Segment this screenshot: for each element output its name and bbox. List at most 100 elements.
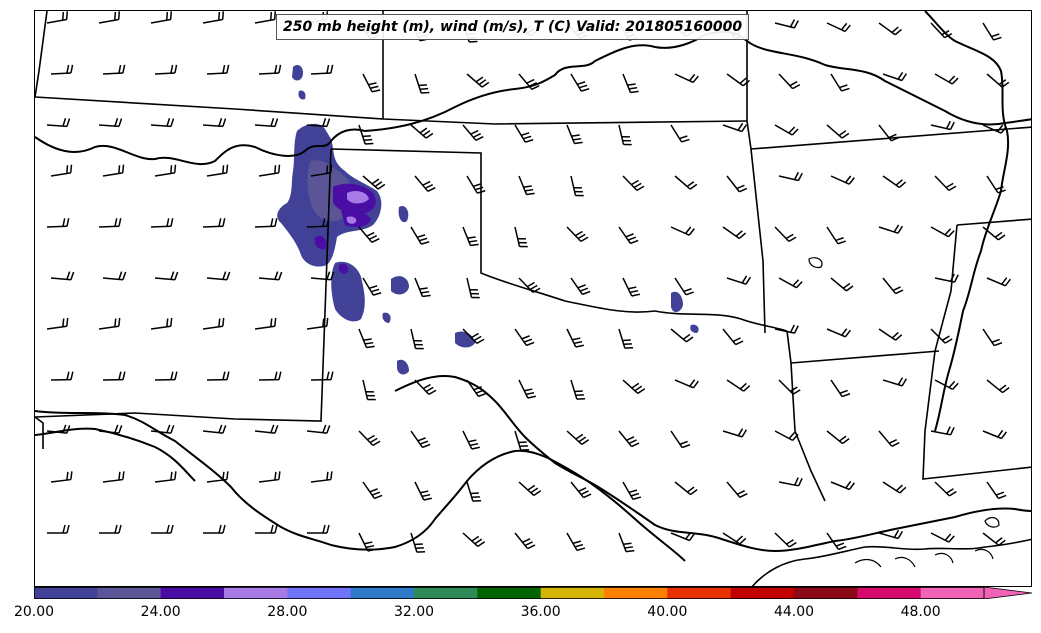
wind-barb [202, 11, 225, 24]
wind-barb [722, 226, 747, 240]
wind-barb [46, 218, 70, 228]
wind-barb [722, 328, 744, 346]
wind-barb [570, 379, 586, 400]
wind-barb [722, 122, 748, 133]
wind-barb [50, 64, 74, 75]
wind-barb [206, 64, 230, 75]
wind-barb [150, 317, 173, 330]
wind-barb [414, 379, 437, 396]
wind-barb [726, 379, 751, 392]
wind-barb [878, 430, 900, 447]
wind-barb [410, 328, 424, 350]
wind-barb [254, 11, 277, 24]
river-line [35, 410, 686, 562]
wind-barb [98, 118, 123, 128]
geography-lines [35, 11, 1031, 586]
wind-barb [934, 73, 959, 85]
wind-barb [466, 73, 490, 88]
wind-barb [203, 524, 226, 534]
state-border-line [330, 148, 788, 332]
wind-barb [46, 118, 71, 128]
wind-barb [934, 481, 957, 497]
wind-barb [566, 328, 584, 348]
wind-barb [878, 224, 904, 234]
wind-barb [258, 471, 281, 483]
wind-barb [878, 124, 900, 142]
wind-barb [466, 175, 486, 194]
shade-region-blob6 [382, 312, 391, 323]
wind-barb [98, 11, 121, 24]
wind-barb [154, 164, 177, 177]
wind-barb [50, 164, 73, 177]
wind-barb [414, 175, 436, 192]
temperature-shading [277, 65, 699, 375]
wind-barb [98, 218, 122, 228]
wind-barb [310, 371, 334, 381]
wind-barb [774, 532, 797, 548]
river-line [35, 427, 196, 482]
shade-region-blob4 [671, 291, 683, 313]
river-line [924, 11, 1010, 432]
wind-barb [566, 226, 589, 243]
wind-barb [414, 277, 431, 298]
wind-barb [986, 73, 1010, 88]
wind-barb [622, 73, 639, 94]
wind-barb [778, 277, 803, 289]
wind-barb [570, 175, 584, 197]
shade-region-blob5 [398, 205, 409, 223]
wind-barb [46, 11, 69, 24]
wind-barb [466, 481, 482, 502]
colorbar-segment [667, 587, 732, 599]
wind-barb [986, 277, 1011, 287]
wind-barb [306, 424, 331, 434]
wind-barb [826, 124, 850, 139]
wind-barb [670, 328, 694, 343]
wind-barb [778, 73, 801, 90]
wind-barb [462, 226, 479, 247]
wind-barb [362, 379, 376, 401]
state-border-line [746, 11, 766, 334]
wind-barb [830, 480, 856, 491]
wind-barb [982, 532, 1006, 546]
wind-barb [306, 317, 329, 330]
wind-barb [982, 124, 1007, 134]
shade-region-peak [347, 191, 369, 204]
colorbar-tick-label: 24.00 [140, 604, 181, 620]
wind-barb [878, 328, 903, 341]
wind-barb [982, 328, 1003, 347]
wind-barb [514, 532, 536, 550]
wind-barb [414, 73, 430, 94]
wind-barb [622, 277, 640, 297]
wind-barb [358, 532, 376, 552]
wind-barb [722, 532, 747, 545]
wind-barb [150, 118, 175, 128]
wind-barb [98, 424, 123, 434]
colorbar-segment [97, 587, 162, 599]
state-border-line [790, 350, 940, 364]
wind-barb [202, 317, 225, 330]
wind-barb [410, 430, 431, 449]
wind-barb [674, 481, 698, 496]
wind-barb [310, 271, 335, 281]
wind-barb [254, 317, 277, 330]
wind-barb [618, 328, 634, 349]
wind-barb [154, 271, 179, 281]
wind-barb [206, 164, 229, 177]
wind-barb [99, 524, 122, 534]
wind-barb [518, 481, 542, 497]
state-border-line [786, 330, 826, 502]
wind-barb [930, 120, 955, 131]
wind-barb [362, 73, 381, 93]
shade-region-north2 [298, 90, 306, 100]
wind-barb [670, 430, 691, 449]
wind-barb [986, 175, 1006, 194]
wind-barb [826, 22, 851, 33]
wind-barb [674, 277, 694, 296]
colorbar [34, 587, 1032, 599]
colorbar-tick-label: 32.00 [393, 604, 435, 620]
map-canvas [35, 11, 1031, 586]
wind-barb [518, 379, 536, 399]
state-border-line [750, 126, 1031, 150]
colorbar-tick-label: 20.00 [13, 604, 55, 620]
colorbar-extend-arrow [983, 587, 1032, 599]
